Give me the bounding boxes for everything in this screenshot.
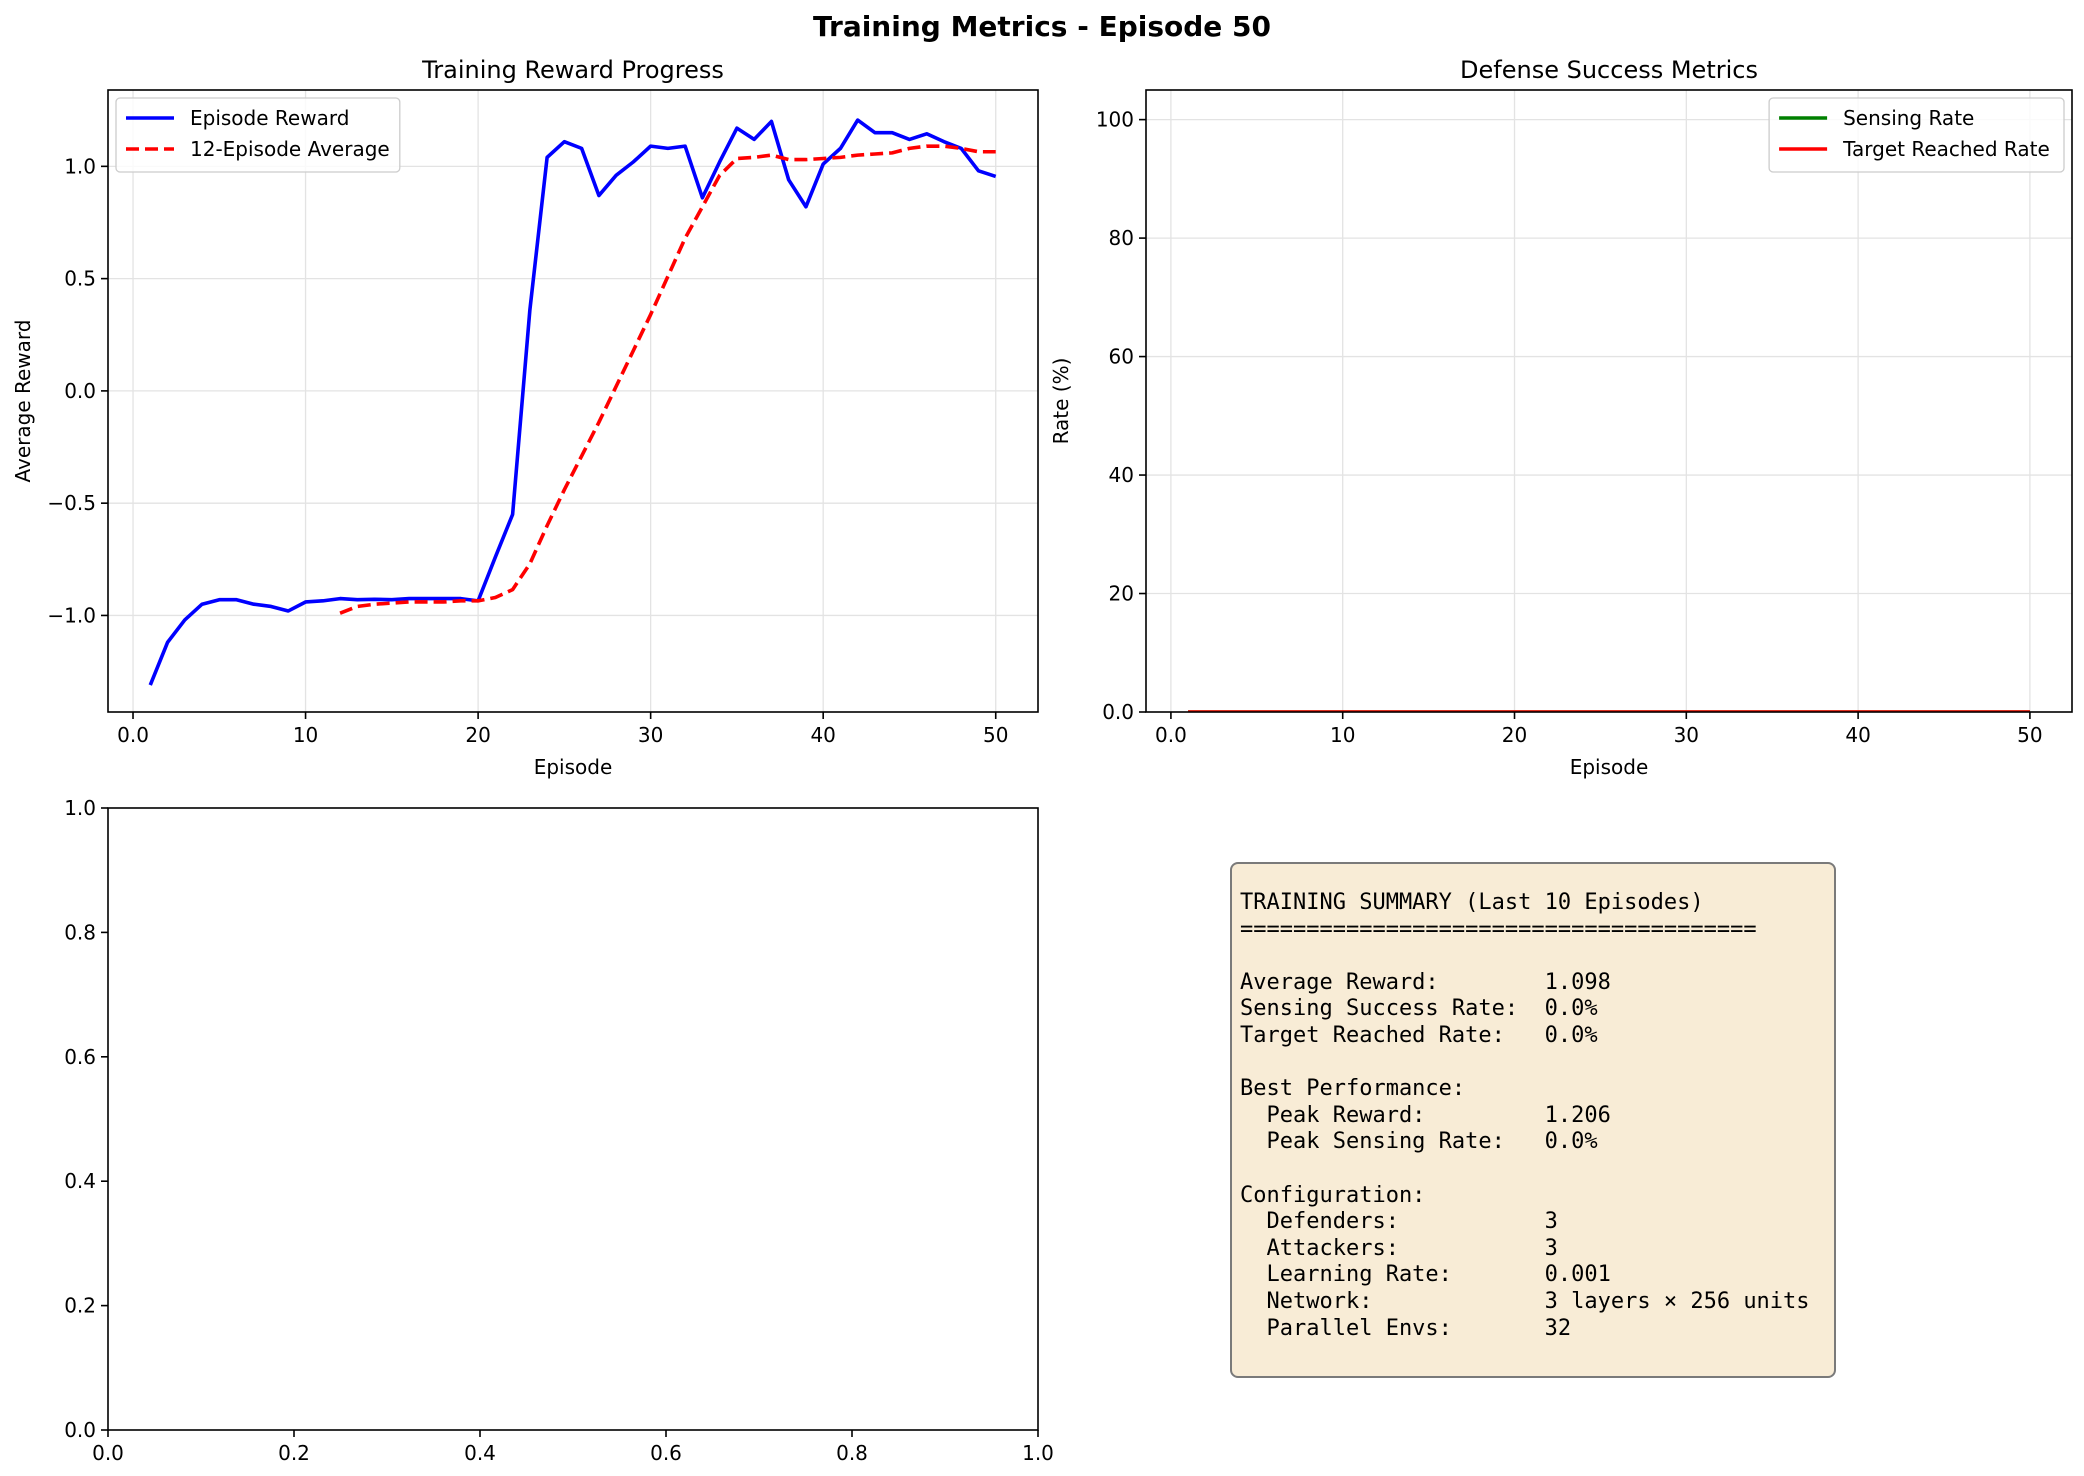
summary-line: TRAINING SUMMARY (Last 10 Episodes): [1240, 890, 1704, 915]
summary-lines: TRAINING SUMMARY (Last 10 Episodes) =====…: [1240, 890, 1834, 1342]
y-tick-label-1: 20: [1109, 582, 1134, 606]
summary-line: Average Reward: 1.098: [1240, 969, 1611, 995]
summary-line: Parallel Envs: 32: [1240, 1315, 1572, 1341]
x-tick-label-2: 0.4: [464, 1441, 496, 1465]
axes-frame: [1145, 89, 2073, 713]
summary-line: Sensing Success Rate: 0.0%: [1240, 996, 1598, 1022]
panel-title: Defense Success Metrics: [1460, 56, 1758, 84]
figure-suptitle: Training Metrics - Episode 50: [813, 10, 1271, 43]
x-tick-label-0: 0.0: [92, 1441, 124, 1465]
x-tick-label-4: 40: [1845, 723, 1870, 747]
x-tick-label-4: 0.8: [836, 1441, 868, 1465]
y-tick-label-5: 100: [1096, 108, 1134, 132]
summary-line: Attackers: 3: [1240, 1235, 1558, 1261]
chart-panel-2: 0.0 10 20 30 40 50 0.0 20 40 60 80 100 Defense Succe…: [1049, 56, 2073, 779]
y-tick-label-4: 1.0: [64, 154, 96, 178]
summary-line: Peak Sensing Rate: 0.0%: [1240, 1129, 1598, 1155]
summary-line: Best Performance:: [1240, 1076, 1466, 1102]
summary-line: =======================================: [1240, 916, 1757, 942]
y-tick-label-0: 0.0: [64, 1418, 96, 1442]
legend: Episode Reward 12-Episode Average: [115, 97, 401, 173]
summary-line: Learning Rate: 0.001: [1240, 1262, 1611, 1288]
x-axis-label: Episode: [534, 755, 613, 779]
x-tick-label-1: 10: [1330, 723, 1355, 747]
series-line-episode-reward: [148, 118, 997, 686]
x-tick-label-2: 20: [1502, 723, 1527, 747]
legend-label-1: Target Reached Rate: [1842, 137, 2050, 161]
x-tick-label-5: 50: [983, 723, 1008, 747]
plot-area: [108, 808, 1038, 1430]
legend-box: [115, 97, 401, 173]
y-axis-label: Average Reward: [11, 320, 35, 483]
plot-area: [1146, 90, 2072, 712]
summary-line: Network: 3 layers × 256 units: [1240, 1288, 1810, 1314]
plot-area: [108, 90, 1038, 712]
x-tick-label-0: 0.0: [117, 723, 149, 747]
x-tick-label-2: 20: [465, 723, 490, 747]
axes-frame: [107, 89, 1039, 713]
legend-label-1: 12-Episode Average: [190, 137, 390, 161]
x-tick-label-0: 0.0: [1155, 723, 1187, 747]
summary-line: [1240, 1050, 1834, 1077]
y-tick-label-3: 0.5: [64, 267, 96, 291]
x-tick-label-4: 40: [810, 723, 835, 747]
chart-panel-1: 0.0 10 20 30 40 50 −1.0 −0.5 0.0 0.5 1.0 Training R…: [11, 56, 1039, 779]
x-tick-label-5: 50: [2017, 723, 2042, 747]
legend: Sensing Rate Target Reached Rate: [1768, 97, 2065, 173]
summary-line: Defenders: 3: [1240, 1209, 1558, 1235]
legend-label-0: Sensing Rate: [1843, 106, 1974, 130]
y-tick-label-3: 0.6: [64, 1045, 96, 1069]
summary-line: Peak Reward: 1.206: [1240, 1102, 1611, 1128]
y-tick-label-5: 1.0: [64, 796, 96, 820]
x-tick-label-1: 10: [293, 723, 318, 747]
summary-line: [1240, 1156, 1834, 1183]
summary-line: Target Reached Rate: 0.0%: [1240, 1022, 1598, 1048]
y-tick-label-4: 0.8: [64, 920, 96, 944]
y-tick-label-2: 40: [1109, 463, 1134, 487]
x-tick-label-5: 1.0: [1022, 1441, 1054, 1465]
training-summary-box: TRAINING SUMMARY (Last 10 Episodes) =====…: [1230, 862, 1836, 1378]
panel-title: Training Reward Progress: [421, 56, 724, 84]
y-tick-label-4: 80: [1109, 226, 1134, 250]
x-tick-label-3: 0.6: [650, 1441, 682, 1465]
y-tick-label-3: 60: [1109, 345, 1134, 369]
y-tick-label-2: 0.0: [64, 379, 96, 403]
y-tick-label-2: 0.4: [64, 1169, 96, 1193]
x-tick-label-3: 30: [1674, 723, 1699, 747]
summary-line: [1240, 943, 1834, 970]
legend-label-0: Episode Reward: [190, 106, 349, 130]
x-tick-label-1: 0.2: [278, 1441, 310, 1465]
x-axis-label: Episode: [1570, 755, 1649, 779]
summary-line: Configuration:: [1240, 1182, 1426, 1208]
y-tick-label-0: −1.0: [47, 603, 96, 627]
axes-frame: [107, 807, 1039, 1431]
y-axis-label: Rate (%): [1049, 358, 1073, 445]
legend-box: [1768, 97, 2065, 173]
x-tick-label-3: 30: [638, 723, 663, 747]
chart-panel-3: 0.0 0.2 0.4 0.6 0.8 1.0 0.0 0.2 0.4 0.6 0.8 1.0: [64, 796, 1054, 1465]
y-tick-label-0: 0.0: [1102, 700, 1134, 724]
y-tick-label-1: 0.2: [64, 1294, 96, 1318]
y-tick-label-1: −0.5: [47, 491, 96, 515]
